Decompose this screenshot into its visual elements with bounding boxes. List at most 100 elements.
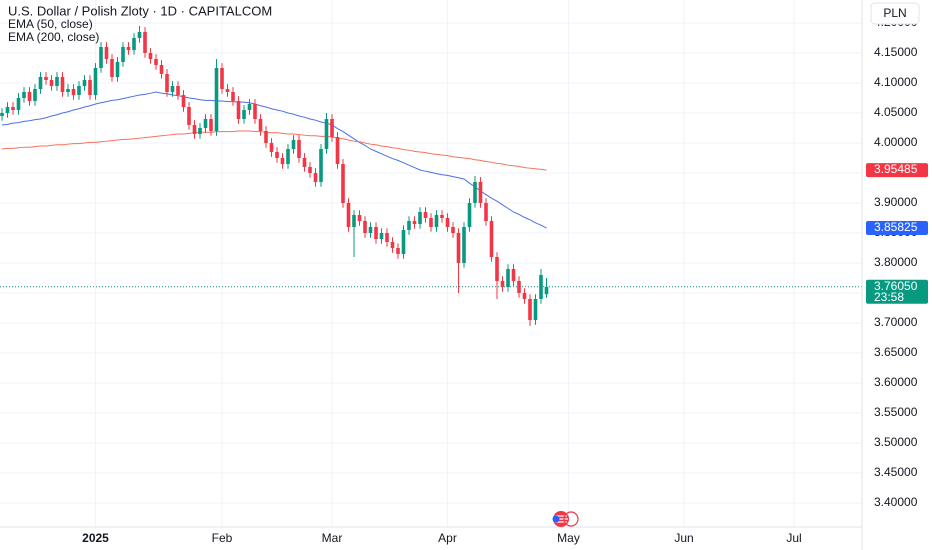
candle-body bbox=[0, 112, 4, 116]
candle-body bbox=[110, 58, 114, 77]
last-price-box bbox=[866, 279, 928, 304]
candle-body bbox=[198, 127, 202, 134]
candle-body bbox=[357, 214, 362, 221]
candle-body bbox=[88, 79, 92, 95]
candle-body bbox=[511, 268, 516, 281]
candle-body bbox=[346, 202, 351, 227]
currency-button-box[interactable] bbox=[870, 2, 920, 25]
candle-body bbox=[407, 220, 411, 230]
candle-body bbox=[253, 103, 257, 119]
candle-body bbox=[363, 220, 367, 233]
y-tick-label: 3.50000 bbox=[874, 435, 918, 449]
candle-body bbox=[33, 88, 37, 101]
candle-body bbox=[423, 211, 428, 218]
y-tick-label: 3.55000 bbox=[874, 405, 918, 419]
currency-button[interactable]: PLN bbox=[870, 2, 920, 25]
candle-body bbox=[478, 181, 483, 203]
candle-body bbox=[104, 46, 109, 59]
y-tick-label: 3.70000 bbox=[874, 315, 918, 329]
y-tick-label: 3.80000 bbox=[874, 255, 918, 269]
candle-body bbox=[330, 118, 334, 137]
candle-body bbox=[93, 67, 98, 95]
candle-body bbox=[66, 88, 70, 92]
last-price-label: 3.76050 bbox=[874, 279, 918, 293]
candle-body bbox=[5, 106, 10, 113]
y-tick-label: 4.10000 bbox=[874, 75, 918, 89]
candle-body bbox=[506, 268, 510, 287]
candle-body bbox=[440, 214, 444, 218]
candle-body bbox=[313, 172, 318, 182]
y-tick-label: 3.90000 bbox=[874, 195, 918, 209]
candle-body bbox=[55, 76, 59, 86]
candle-body bbox=[291, 139, 296, 149]
candle-body bbox=[187, 106, 191, 125]
candle-body bbox=[82, 79, 87, 86]
candle-body bbox=[379, 232, 384, 239]
currency-label[interactable]: PLN bbox=[883, 6, 906, 20]
candle-body bbox=[489, 220, 494, 257]
legend-entry: EMA (200, close) bbox=[8, 30, 99, 44]
legend-entry: EMA (50, close) bbox=[8, 17, 93, 31]
x-tick-label: Apr bbox=[438, 531, 457, 545]
candle-body bbox=[247, 103, 252, 110]
x-tick-label: Feb bbox=[212, 531, 233, 545]
candle-body bbox=[181, 94, 186, 107]
x-tick-label: Jun bbox=[674, 531, 693, 545]
candle-body bbox=[275, 151, 279, 158]
candle-body bbox=[132, 37, 136, 50]
candle-body bbox=[396, 247, 400, 254]
candle-body bbox=[374, 226, 378, 239]
candle-body bbox=[209, 118, 213, 131]
candle-body bbox=[451, 226, 455, 233]
grid bbox=[0, 0, 862, 527]
chart-title: U.S. Dollar / Polish Zloty · 1D · CAPITA… bbox=[8, 3, 272, 18]
candle-body bbox=[302, 157, 307, 167]
candle-body bbox=[401, 229, 406, 254]
candle-body bbox=[412, 220, 417, 224]
x-tick-label: Jul bbox=[786, 531, 801, 545]
candle-body bbox=[445, 217, 450, 227]
candle-body bbox=[77, 85, 81, 95]
candle-body bbox=[11, 106, 15, 110]
candle-body bbox=[231, 91, 235, 101]
candle-body bbox=[44, 76, 48, 80]
y-tick-label: 4.05000 bbox=[874, 105, 918, 119]
candle-body bbox=[176, 85, 180, 95]
candle-body bbox=[280, 157, 285, 164]
candle-body bbox=[286, 148, 290, 164]
candle-body bbox=[390, 241, 395, 248]
candle-body bbox=[214, 67, 219, 131]
ema-line bbox=[1, 91, 547, 229]
candle-body bbox=[115, 61, 120, 77]
candle-body bbox=[528, 298, 532, 320]
candle-body bbox=[38, 76, 43, 89]
candle-body bbox=[456, 232, 461, 263]
candle-body bbox=[264, 130, 268, 143]
ema-price-label: 3.95485 bbox=[874, 162, 918, 176]
countdown-label: 23:58 bbox=[874, 290, 904, 304]
candle-body bbox=[258, 118, 263, 131]
candle-body bbox=[220, 67, 224, 89]
axes: 3.40000 3.45000 3.50000 3.55000 3.60000 3.650… bbox=[82, 15, 928, 545]
candle-body bbox=[319, 148, 323, 182]
candle-body bbox=[434, 214, 439, 227]
x-tick-label: Mar bbox=[322, 531, 343, 545]
candle-body bbox=[297, 139, 301, 158]
candle-body bbox=[522, 292, 527, 299]
candle-body bbox=[236, 100, 241, 119]
y-tick-label: 3.45000 bbox=[874, 465, 918, 479]
y-tick-label: 3.40000 bbox=[874, 495, 918, 509]
candle-body bbox=[352, 214, 356, 227]
ema-price-box bbox=[866, 163, 928, 178]
candle-body bbox=[544, 286, 549, 295]
candle-body bbox=[143, 31, 147, 53]
events-icon bbox=[552, 511, 579, 527]
candle-body bbox=[473, 181, 477, 203]
candle-body bbox=[495, 256, 499, 281]
ema-line bbox=[1, 130, 547, 171]
candle-body bbox=[170, 85, 175, 92]
ema-price-box bbox=[866, 221, 928, 236]
y-tick-label: 3.60000 bbox=[874, 375, 918, 389]
plot-area bbox=[0, 25, 862, 326]
